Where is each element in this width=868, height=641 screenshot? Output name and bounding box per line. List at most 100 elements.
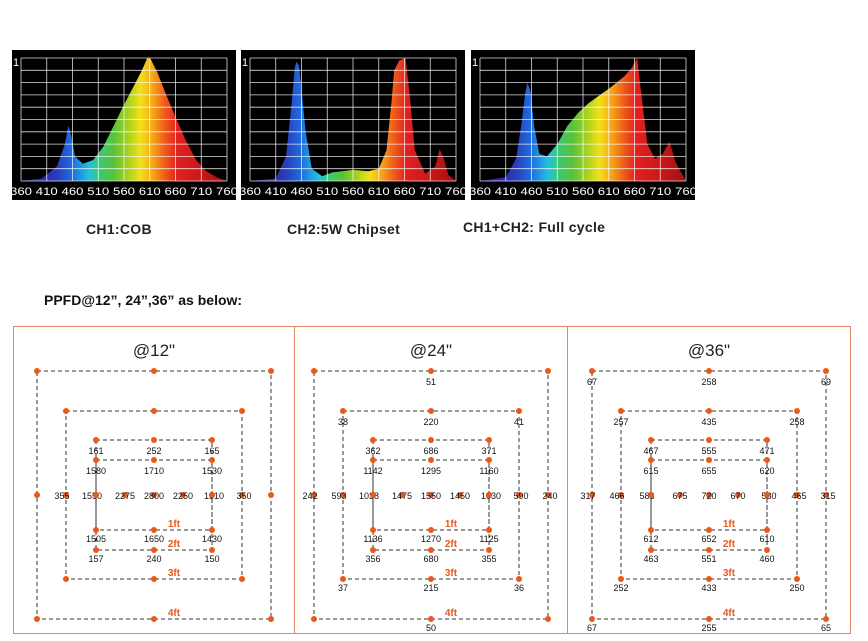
caption-full-cycle: CH1+CH2: Full cycle <box>463 219 606 235</box>
measurement-point <box>151 368 157 374</box>
measurement-point <box>180 492 186 498</box>
ppfd-value: 720 <box>701 491 716 501</box>
ppfd-value: 242 <box>302 491 317 501</box>
ppfd-panel-title: @24" <box>410 341 452 360</box>
caption-cob: CH1:COB <box>86 221 152 237</box>
ppfd-svg: @36"6756707206156556205835806126526101ft… <box>580 341 835 633</box>
ring-size-label: 1ft <box>723 519 736 530</box>
measurement-point <box>589 368 595 374</box>
ring-size-label: 2ft <box>723 539 736 550</box>
measurement-point <box>93 547 99 553</box>
measurement-point <box>648 547 654 553</box>
ppfd-value: 371 <box>481 446 496 456</box>
ppfd-value: 157 <box>88 554 103 564</box>
measurement-point <box>63 492 69 498</box>
ring-size-label: 2ft <box>168 539 181 550</box>
x-tick-label: 460 <box>291 186 313 198</box>
x-tick-label: 510 <box>546 186 568 198</box>
x-tick-label: 710 <box>649 186 671 198</box>
measurement-point <box>428 616 434 622</box>
ppfd-value: 51 <box>426 377 436 387</box>
ppfd-value: 670 <box>730 491 745 501</box>
ppfd-value: 355 <box>54 491 69 501</box>
ppfd-value: 466 <box>609 491 624 501</box>
measurement-point <box>706 492 712 498</box>
measurement-point <box>589 616 595 622</box>
ppfd-value: 258 <box>789 417 804 427</box>
ppfd-value: 215 <box>423 583 438 593</box>
measurement-point <box>545 492 551 498</box>
measurement-point <box>311 368 317 374</box>
ring-size-label: 4ft <box>168 608 181 619</box>
measurement-point <box>545 616 551 622</box>
ppfd-value: 252 <box>146 446 161 456</box>
measurement-point <box>370 492 376 498</box>
measurement-point <box>706 576 712 582</box>
ppfd-value: 1142 <box>363 466 382 476</box>
measurement-point <box>764 492 770 498</box>
x-tick-label: 660 <box>165 186 187 198</box>
ppfd-value: 1136 <box>363 534 382 544</box>
ppfd-value: 317 <box>580 491 595 501</box>
ppfd-panel-12in: @12"227522502800158017101530155015101505… <box>14 326 294 634</box>
ring-size-label: 4ft <box>445 608 458 619</box>
measurement-point <box>486 437 492 443</box>
ppfd-value: 551 <box>701 554 716 564</box>
measurement-point <box>209 437 215 443</box>
y-axis-top-label: 1 <box>242 57 248 69</box>
measurement-point <box>794 408 800 414</box>
measurement-point <box>677 492 683 498</box>
measurement-point <box>370 437 376 443</box>
measurement-point <box>486 492 492 498</box>
measurement-point <box>151 492 157 498</box>
ppfd-frame <box>13 326 851 634</box>
ppfd-value: 50 <box>426 623 436 633</box>
ppfd-value: 1550 <box>82 491 102 501</box>
ppfd-value: 1430 <box>202 534 222 544</box>
measurement-point <box>428 576 434 582</box>
ppfd-value: 150 <box>204 554 219 564</box>
measurement-point <box>764 457 770 463</box>
ppfd-panel-24in: @24"147514501550114212951160103810301136… <box>295 326 567 634</box>
measurement-point <box>516 576 522 582</box>
ppfd-value: 583 <box>639 491 654 501</box>
measurement-point <box>340 492 346 498</box>
measurement-point <box>648 527 654 533</box>
measurement-point <box>93 457 99 463</box>
ppfd-panel-title: @12" <box>133 341 175 360</box>
ppfd-value: 435 <box>701 417 716 427</box>
ppfd-value: 36 <box>514 583 524 593</box>
x-tick-label: 710 <box>419 186 441 198</box>
measurement-point <box>268 492 274 498</box>
x-tick-label: 360 <box>471 186 491 198</box>
measurement-point <box>823 492 829 498</box>
measurement-point <box>618 492 624 498</box>
ppfd-value: 1270 <box>421 534 441 544</box>
ppfd-value: 240 <box>542 491 557 501</box>
measurement-point <box>428 492 434 498</box>
ppfd-value: 2800 <box>144 491 164 501</box>
y-axis-top-label: 1 <box>13 57 19 69</box>
ppfd-value: 610 <box>759 534 774 544</box>
ppfd-svg: @12"227522502800158017101530155015101505… <box>34 341 274 622</box>
ppfd-value: 463 <box>643 554 658 564</box>
measurement-point <box>823 368 829 374</box>
measurement-point <box>151 547 157 553</box>
measurement-point <box>794 576 800 582</box>
measurement-point <box>340 576 346 582</box>
measurement-point <box>151 457 157 463</box>
ppfd-value: 471 <box>759 446 774 456</box>
x-tick-label: 710 <box>190 186 212 198</box>
spectrum-chart-5w-chipset: 1 360 410 460 510 560 610 660 710 760 <box>241 50 465 200</box>
measurement-point <box>764 547 770 553</box>
measurement-point <box>239 492 245 498</box>
ppfd-value: 350 <box>236 491 251 501</box>
measurement-point <box>151 437 157 443</box>
spectrum-chart-full-cycle: 1 360 410 460 510 560 610 660 710 760 <box>471 50 695 200</box>
measurement-point <box>209 492 215 498</box>
measurement-point <box>545 368 551 374</box>
ppfd-value: 460 <box>759 554 774 564</box>
ppfd-value: 467 <box>643 446 658 456</box>
x-tick-label: 610 <box>598 186 620 198</box>
ppfd-value: 686 <box>423 446 438 456</box>
